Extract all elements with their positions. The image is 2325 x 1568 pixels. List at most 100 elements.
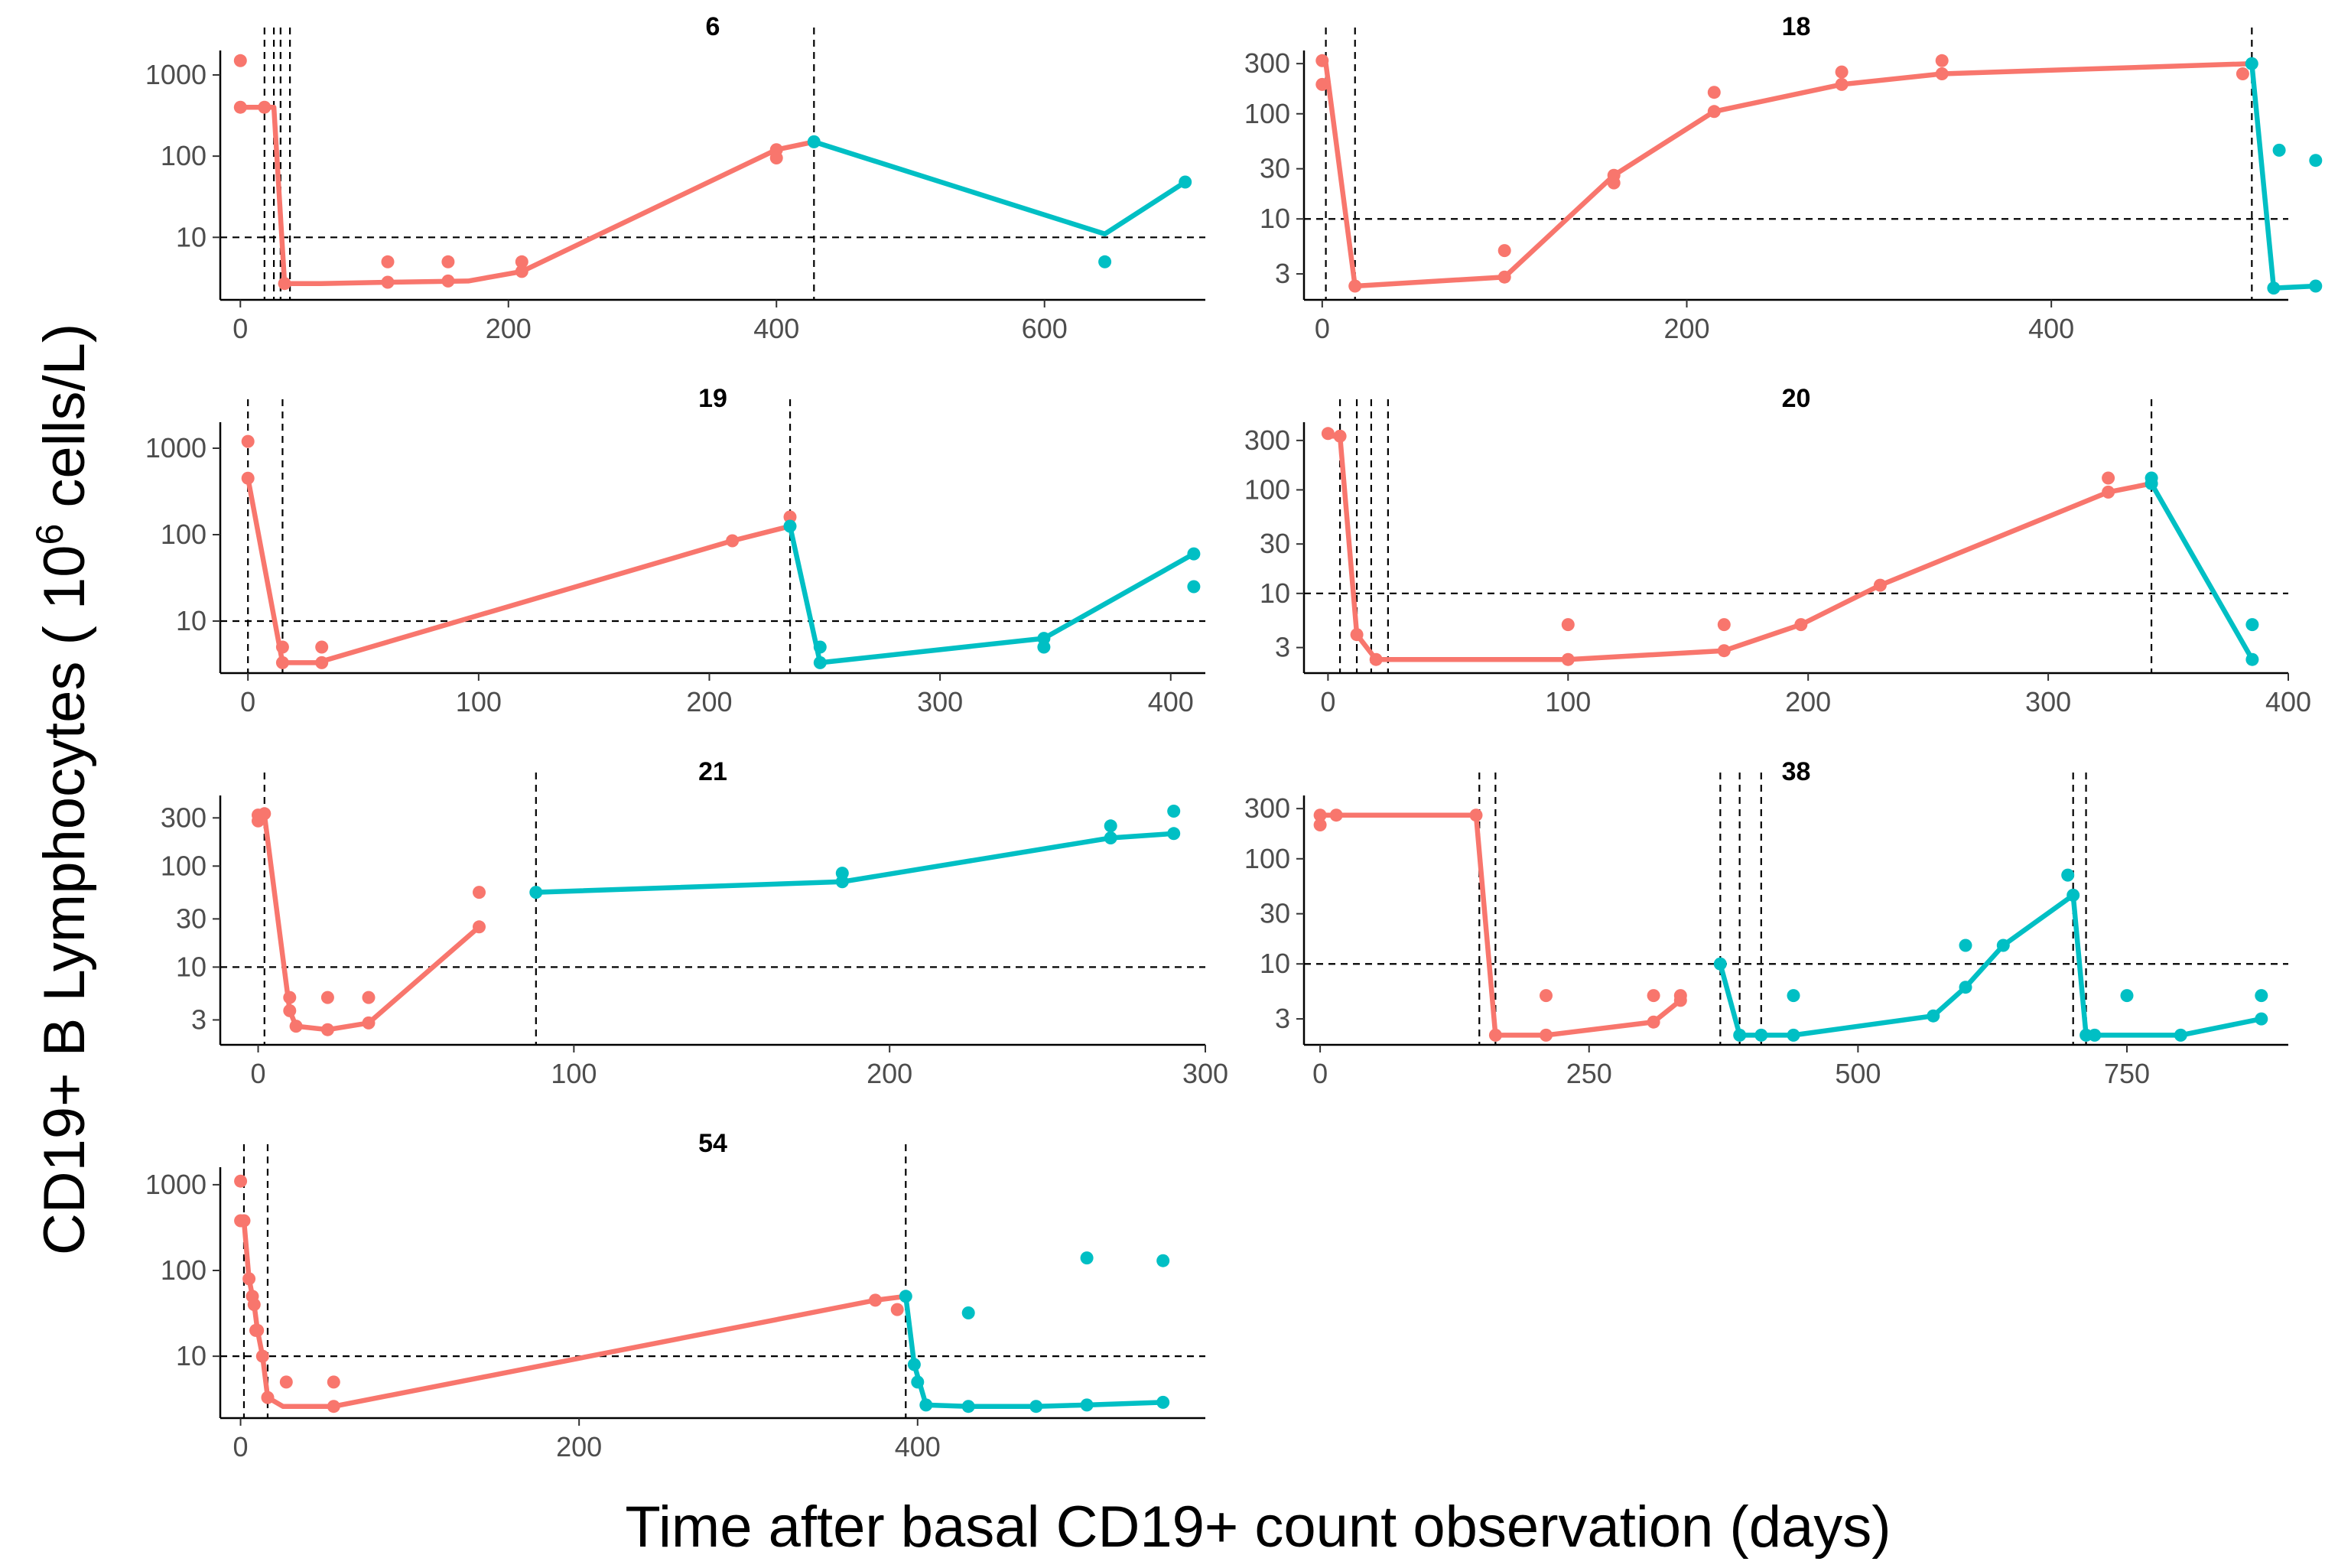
data-point bbox=[1167, 805, 1181, 818]
panel-title: 54 bbox=[698, 1129, 727, 1158]
data-point bbox=[1369, 652, 1383, 666]
data-point bbox=[1873, 578, 1887, 592]
series-red bbox=[1315, 54, 2255, 293]
x-tick-label: 0 bbox=[1312, 1058, 1328, 1089]
data-point bbox=[899, 1290, 912, 1303]
data-point bbox=[1935, 67, 1949, 80]
data-point bbox=[1707, 105, 1721, 119]
y-tick-label: 100 bbox=[161, 140, 206, 171]
data-point bbox=[1835, 65, 1849, 79]
data-point bbox=[2245, 57, 2258, 70]
series-teal bbox=[2245, 57, 2323, 295]
data-point bbox=[315, 640, 329, 654]
data-point bbox=[1561, 618, 1575, 632]
data-point bbox=[2255, 1012, 2268, 1026]
data-point bbox=[1996, 939, 2010, 952]
series-red bbox=[241, 434, 797, 669]
data-point bbox=[283, 1004, 297, 1017]
data-point bbox=[1733, 1028, 1747, 1042]
data-point bbox=[1647, 1015, 1660, 1029]
x-tick-label: 200 bbox=[486, 313, 532, 344]
data-point bbox=[911, 1375, 925, 1389]
data-point bbox=[242, 1272, 256, 1286]
data-point bbox=[2309, 154, 2323, 168]
series-line bbox=[1718, 893, 2265, 1038]
y-tick-label: 300 bbox=[161, 802, 206, 833]
y-tick-label: 100 bbox=[1244, 473, 1290, 505]
data-point bbox=[515, 255, 528, 268]
data-point bbox=[1350, 628, 1364, 642]
x-tick-label: 400 bbox=[895, 1431, 941, 1462]
data-point bbox=[381, 275, 395, 289]
x-tick-label: 200 bbox=[686, 686, 732, 717]
data-point bbox=[1959, 939, 1972, 952]
data-point bbox=[247, 1298, 261, 1312]
x-tick-label: 0 bbox=[1315, 313, 1330, 344]
data-point bbox=[1787, 1028, 1800, 1042]
data-point bbox=[961, 1306, 975, 1319]
data-point bbox=[869, 1293, 882, 1307]
data-point bbox=[275, 640, 289, 654]
data-point bbox=[362, 991, 376, 1004]
data-point bbox=[237, 1214, 251, 1228]
data-point bbox=[1156, 1395, 1170, 1409]
series-red bbox=[233, 54, 817, 291]
data-point bbox=[2066, 888, 2080, 902]
panel-title: 20 bbox=[1782, 384, 1811, 413]
data-point bbox=[241, 434, 255, 448]
series-teal bbox=[783, 519, 1201, 669]
data-point bbox=[1104, 831, 1117, 844]
data-point bbox=[1315, 54, 1329, 67]
data-point bbox=[2236, 67, 2249, 80]
series-line bbox=[533, 831, 1176, 895]
data-point bbox=[1707, 86, 1721, 99]
y-axis-title-main: CD19+ B Lymphocytes ( 10 bbox=[32, 545, 97, 1256]
data-point bbox=[783, 510, 797, 524]
y-tick-label: 10 bbox=[1260, 577, 1290, 609]
series-line bbox=[787, 523, 1197, 665]
y-tick-label: 300 bbox=[1244, 792, 1290, 824]
data-point bbox=[961, 1400, 975, 1413]
panel-6: 6 0 200 400 600 10 100 1000 bbox=[145, 12, 1205, 344]
y-tick-label: 30 bbox=[176, 903, 206, 934]
data-point bbox=[1497, 244, 1511, 258]
panel-title: 21 bbox=[698, 757, 727, 786]
data-point bbox=[807, 135, 821, 148]
data-point bbox=[441, 255, 455, 268]
data-point bbox=[1673, 994, 1687, 1007]
data-point bbox=[1540, 1028, 1553, 1042]
y-axis-title-tail: cells/L) bbox=[32, 324, 97, 524]
data-point bbox=[2102, 471, 2115, 485]
data-point bbox=[1794, 618, 1808, 632]
y-tick-label: 300 bbox=[1244, 47, 1290, 79]
data-point bbox=[890, 1303, 904, 1316]
data-point bbox=[1156, 1254, 1170, 1267]
x-tick-label: 400 bbox=[753, 313, 799, 344]
data-point bbox=[1835, 77, 1849, 91]
data-point bbox=[726, 534, 740, 548]
data-point bbox=[1607, 168, 1621, 182]
data-point bbox=[2255, 989, 2268, 1003]
data-point bbox=[473, 920, 486, 934]
series-teal bbox=[2145, 471, 2259, 666]
data-point bbox=[258, 807, 272, 821]
y-tick-label: 30 bbox=[1260, 898, 1290, 929]
data-point bbox=[1713, 957, 1727, 971]
x-tick-label: 400 bbox=[2028, 313, 2074, 344]
x-tick-label: 100 bbox=[551, 1058, 597, 1089]
panel-54: 54 0 200 400 10 100 1000 bbox=[145, 1129, 1205, 1462]
data-point bbox=[1187, 580, 1201, 594]
data-point bbox=[362, 1016, 376, 1030]
series-line bbox=[245, 475, 793, 665]
data-point bbox=[1333, 429, 1347, 443]
series-red bbox=[1313, 808, 1687, 1042]
y-tick-label: 30 bbox=[1260, 153, 1290, 184]
data-point bbox=[1540, 989, 1553, 1003]
x-tick-label: 0 bbox=[1320, 686, 1335, 717]
data-point bbox=[381, 255, 395, 268]
panel-title: 6 bbox=[706, 12, 720, 41]
data-point bbox=[835, 875, 849, 889]
y-tick-label: 3 bbox=[191, 1004, 206, 1035]
x-tick-label: 0 bbox=[232, 313, 248, 344]
